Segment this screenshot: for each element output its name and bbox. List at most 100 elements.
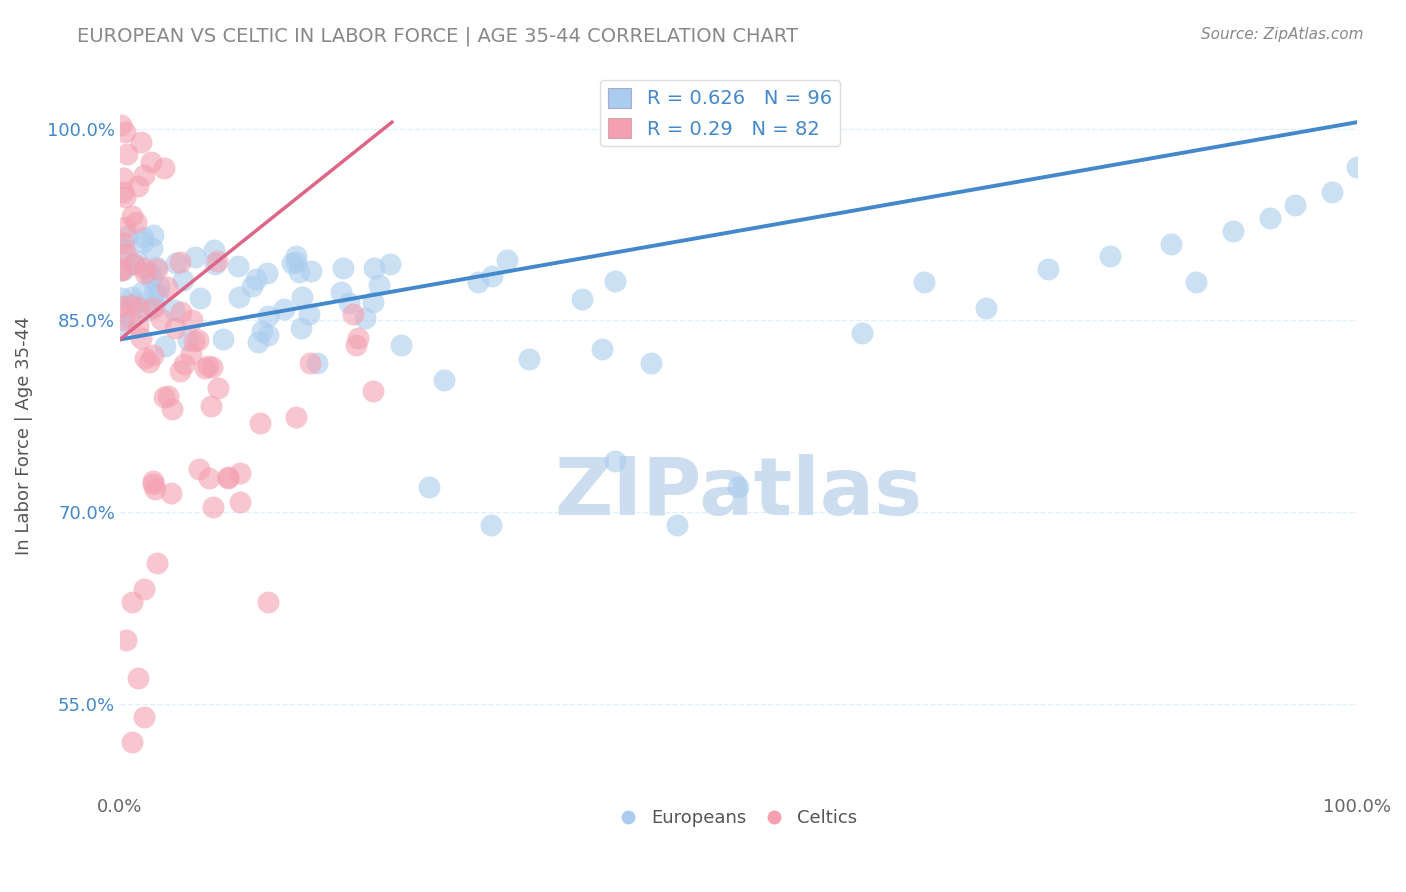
Point — [112, 263, 135, 277]
Point — [281, 256, 304, 270]
Point — [134, 351, 156, 366]
Point — [240, 278, 263, 293]
Point — [1185, 275, 1208, 289]
Point — [665, 517, 688, 532]
Point — [165, 256, 187, 270]
Point — [160, 402, 183, 417]
Point — [250, 324, 273, 338]
Point — [142, 227, 165, 242]
Point — [131, 285, 153, 299]
Point — [201, 359, 224, 374]
Y-axis label: In Labor Force | Age 35-44: In Labor Force | Age 35-44 — [15, 316, 32, 555]
Point — [139, 270, 162, 285]
Point — [1322, 186, 1344, 200]
Point — [479, 517, 502, 532]
Point — [467, 276, 489, 290]
Point — [257, 328, 280, 343]
Point — [342, 307, 364, 321]
Text: ZIPatlas: ZIPatlas — [554, 454, 922, 532]
Point — [177, 333, 200, 347]
Point — [418, 479, 440, 493]
Point — [169, 363, 191, 377]
Point — [169, 254, 191, 268]
Point — [112, 318, 135, 333]
Point — [284, 255, 307, 269]
Point — [122, 257, 145, 271]
Legend: Europeans, Celtics: Europeans, Celtics — [612, 802, 865, 834]
Point — [299, 264, 322, 278]
Point — [143, 482, 166, 496]
Point — [640, 356, 662, 370]
Point — [1098, 249, 1121, 263]
Point — [115, 229, 138, 244]
Point — [114, 247, 136, 261]
Point — [299, 356, 322, 370]
Point — [163, 321, 186, 335]
Point — [143, 286, 166, 301]
Point — [145, 260, 167, 275]
Point — [112, 185, 135, 199]
Point — [229, 494, 252, 508]
Point — [141, 241, 163, 255]
Point — [143, 298, 166, 312]
Point — [110, 263, 132, 277]
Point — [229, 466, 252, 480]
Point — [142, 477, 165, 491]
Point — [200, 400, 222, 414]
Point — [134, 582, 156, 596]
Point — [142, 301, 165, 315]
Point — [132, 260, 155, 275]
Point — [217, 470, 239, 484]
Point — [337, 296, 360, 310]
Point — [378, 257, 401, 271]
Point — [1346, 160, 1368, 174]
Point — [127, 300, 149, 314]
Point — [153, 161, 176, 175]
Point — [150, 311, 173, 326]
Point — [142, 348, 165, 362]
Point — [111, 235, 134, 250]
Point — [114, 125, 136, 139]
Point — [207, 253, 229, 268]
Point — [245, 271, 267, 285]
Point — [124, 296, 146, 310]
Point — [146, 286, 169, 301]
Point — [121, 209, 143, 223]
Point — [163, 303, 186, 318]
Point — [115, 147, 138, 161]
Point — [288, 265, 311, 279]
Point — [180, 313, 202, 327]
Point — [285, 249, 308, 263]
Point — [284, 409, 307, 424]
Point — [120, 298, 142, 312]
Point — [121, 594, 143, 608]
Point — [363, 384, 385, 398]
Point — [132, 235, 155, 249]
Point — [354, 310, 377, 325]
Point — [180, 347, 202, 361]
Point — [160, 486, 183, 500]
Point — [183, 334, 205, 348]
Point — [1222, 224, 1244, 238]
Point — [363, 295, 385, 310]
Point — [571, 292, 593, 306]
Point — [187, 462, 209, 476]
Point — [481, 269, 503, 284]
Point — [134, 266, 156, 280]
Point — [138, 355, 160, 369]
Point — [912, 275, 935, 289]
Point — [146, 556, 169, 570]
Point — [305, 356, 328, 370]
Point — [1284, 198, 1306, 212]
Point — [145, 261, 167, 276]
Point — [110, 262, 132, 277]
Point — [152, 390, 174, 404]
Point — [110, 291, 132, 305]
Point — [297, 307, 319, 321]
Point — [273, 302, 295, 317]
Point — [112, 171, 135, 186]
Point — [603, 274, 626, 288]
Point — [138, 266, 160, 280]
Point — [249, 416, 271, 430]
Point — [363, 261, 385, 276]
